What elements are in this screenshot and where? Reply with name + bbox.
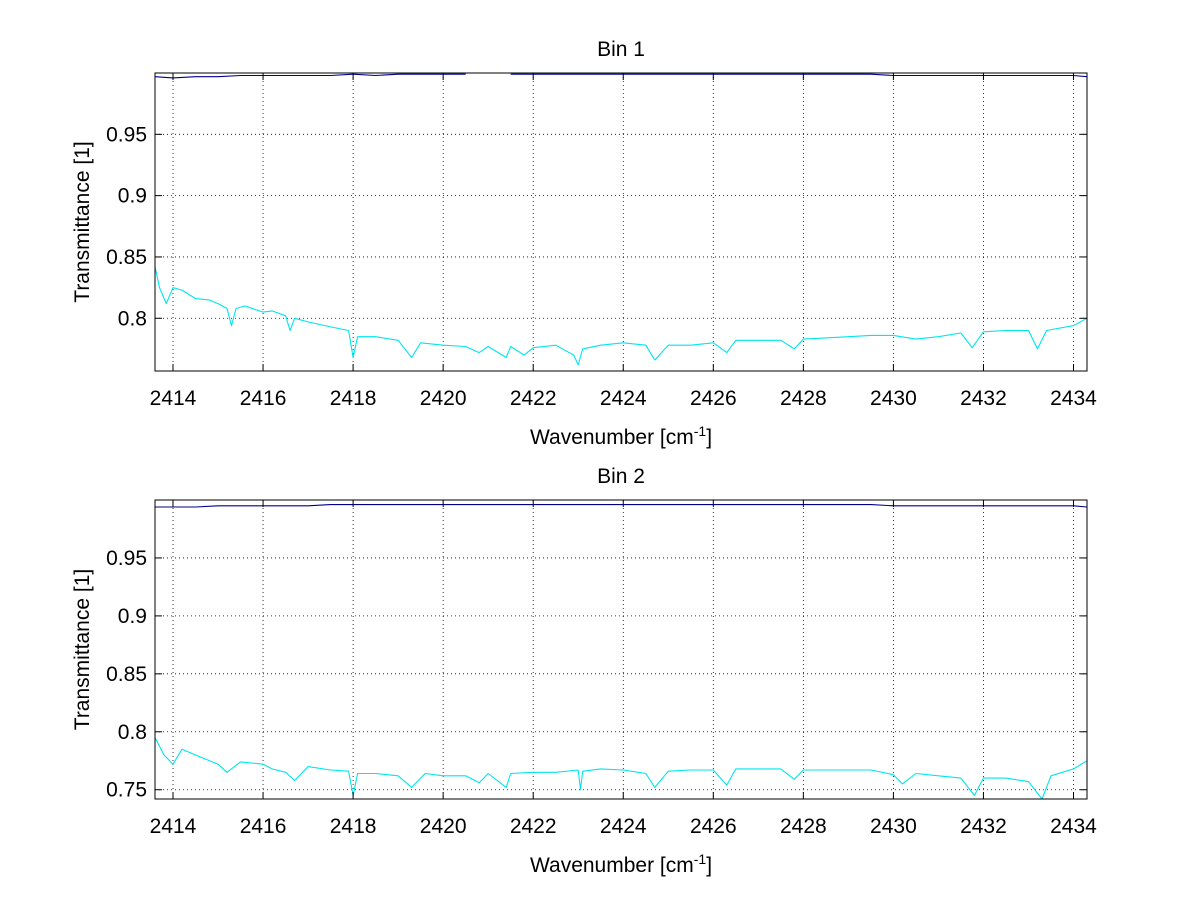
x-tick-label: 2420 — [420, 815, 467, 838]
y-axis-label: Transmittance [1] — [71, 569, 94, 730]
x-tick-label: 2424 — [600, 387, 647, 410]
x-tick-label: 2426 — [690, 815, 737, 838]
chart-title: Bin 2 — [597, 465, 645, 488]
plot-area — [155, 500, 1087, 799]
x-tick-label: 2418 — [330, 387, 377, 410]
y-tick-label: 0.95 — [106, 547, 147, 570]
x-tick-label: 2432 — [960, 387, 1007, 410]
x-tick-label: 2422 — [510, 815, 557, 838]
x-tick-label: 2430 — [870, 387, 917, 410]
x-tick-label: 2420 — [420, 387, 467, 410]
x-tick-label: 2426 — [690, 387, 737, 410]
y-tick-label: 0.8 — [118, 721, 147, 744]
x-tick-label: 2428 — [780, 815, 827, 838]
chart-title: Bin 1 — [597, 38, 645, 61]
x-axis-label: Wavenumber [cm-1] — [530, 851, 712, 877]
x-tick-label: 2430 — [870, 815, 917, 838]
x-tick-label: 2416 — [240, 387, 287, 410]
x-tick-label: 2428 — [780, 387, 827, 410]
y-axis-label: Transmittance [1] — [71, 141, 94, 302]
x-tick-label: 2434 — [1050, 815, 1097, 838]
y-tick-label: 0.85 — [106, 663, 147, 686]
x-tick-label: 2422 — [510, 387, 557, 410]
series-line-2 — [154, 266, 1088, 366]
plot-area — [155, 73, 1087, 371]
x-axis-label: Wavenumber [cm-1] — [530, 423, 712, 449]
axes-box — [154, 499, 1088, 800]
y-tick-label: 0.9 — [118, 605, 147, 628]
x-tick-label: 2434 — [1050, 387, 1097, 410]
x-tick-label: 2414 — [150, 387, 197, 410]
y-tick-label: 0.9 — [118, 185, 147, 208]
series-line-2 — [154, 737, 1088, 800]
axes-box — [154, 72, 1088, 372]
subplot-2: 2414 2416 2418 2420 2422 2424 2426 2428 2430 2432… — [71, 465, 1097, 877]
y-tick-label: 0.8 — [118, 307, 147, 330]
subplot-1: 2414 2416 2418 2420 2422 2424 2426 2428 2430 2432… — [71, 38, 1097, 449]
y-tick-label: 0.85 — [106, 246, 147, 269]
y-tick-label: 0.75 — [106, 779, 147, 802]
x-tick-label: 2418 — [330, 815, 377, 838]
y-tick-label: 0.95 — [106, 123, 147, 146]
x-tick-label: 2416 — [240, 815, 287, 838]
x-tick-label: 2432 — [960, 815, 1007, 838]
x-tick-label: 2424 — [600, 815, 647, 838]
x-tick-label: 2414 — [150, 815, 197, 838]
